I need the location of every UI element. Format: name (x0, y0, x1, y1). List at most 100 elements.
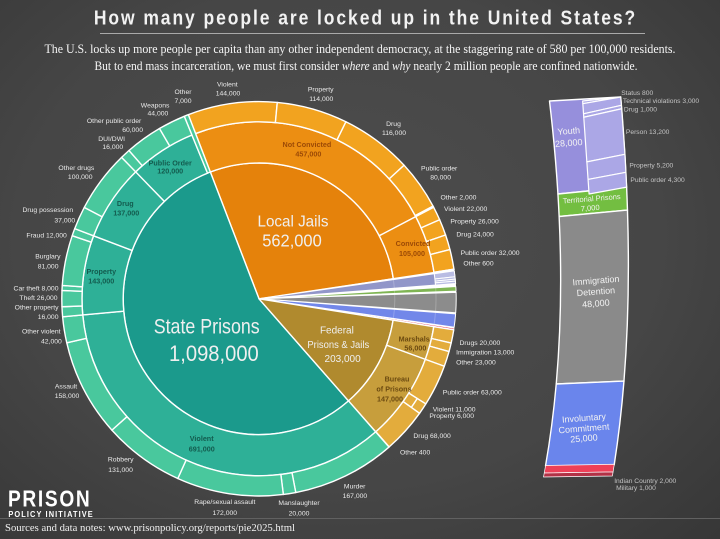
svg-text:Federal: Federal (320, 326, 354, 337)
svg-text:Status 800: Status 800 (621, 90, 653, 97)
svg-text:Violent 11,000: Violent 11,000 (433, 406, 476, 413)
svg-text:Detention: Detention (576, 285, 615, 298)
svg-text:Other violent: Other violent (22, 329, 61, 336)
svg-text:Convicted: Convicted (396, 239, 431, 248)
svg-text:Rape/sexual assault: Rape/sexual assault (194, 499, 255, 506)
svg-text:Fraud 12,000: Fraud 12,000 (26, 233, 67, 240)
svg-text:Violent 22,000: Violent 22,000 (444, 206, 488, 213)
svg-text:POLICY INITIATIVE: POLICY INITIATIVE (8, 510, 94, 519)
svg-text:167,000: 167,000 (343, 493, 368, 500)
svg-text:of Prisons: of Prisons (376, 384, 411, 393)
svg-text:20,000: 20,000 (289, 510, 310, 517)
svg-text:Sources and data notes: www.pr: Sources and data notes: www.prisonpolicy… (5, 523, 295, 534)
svg-text:Car theft 8,000: Car theft 8,000 (14, 286, 59, 293)
svg-text:Property 26,000: Property 26,000 (450, 218, 499, 225)
svg-text:Public Order: Public Order (149, 159, 192, 168)
svg-text:Public order 4,300: Public order 4,300 (630, 177, 685, 184)
svg-text:42,000: 42,000 (41, 339, 62, 346)
svg-text:Military 1,000: Military 1,000 (616, 485, 656, 492)
svg-text:Drug 24,000: Drug 24,000 (456, 231, 494, 238)
svg-text:Public order 32,000: Public order 32,000 (461, 250, 520, 257)
svg-text:Other 600: Other 600 (463, 261, 493, 268)
svg-text:147,000: 147,000 (377, 394, 403, 403)
svg-text:Theft 26,000: Theft 26,000 (19, 295, 57, 302)
svg-text:16,000: 16,000 (38, 314, 59, 321)
svg-text:DUI/DWI: DUI/DWI (98, 136, 125, 143)
svg-text:Property 6,000: Property 6,000 (429, 413, 474, 420)
svg-text:Bureau: Bureau (385, 375, 410, 384)
svg-text:Drug: Drug (386, 121, 401, 128)
svg-text:Assault: Assault (55, 384, 77, 391)
svg-text:Other: Other (175, 89, 193, 96)
svg-text:Robbery: Robbery (108, 456, 134, 463)
svg-text:Involuntary: Involuntary (562, 411, 607, 424)
svg-text:Not Convicted: Not Convicted (283, 140, 332, 149)
svg-text:How many people are locked up: How many people are locked up in the Uni… (94, 6, 637, 28)
svg-text:Drug possession: Drug possession (22, 207, 73, 214)
svg-text:120,000: 120,000 (157, 166, 183, 175)
svg-text:Burglary: Burglary (35, 253, 61, 260)
svg-text:81,000: 81,000 (38, 263, 59, 270)
svg-text:Immigration 13,000: Immigration 13,000 (456, 350, 514, 357)
svg-text:114,000: 114,000 (309, 96, 333, 103)
svg-text:Other 2,000: Other 2,000 (441, 194, 477, 201)
svg-text:137,000: 137,000 (113, 208, 139, 217)
svg-text:Property 5,200: Property 5,200 (629, 163, 673, 170)
svg-text:Commitment: Commitment (558, 421, 610, 435)
svg-text:PRISON: PRISON (8, 487, 91, 512)
svg-text:Drugs 20,000: Drugs 20,000 (460, 340, 501, 347)
svg-text:16,000: 16,000 (102, 144, 123, 151)
svg-text:Other 23,000: Other 23,000 (456, 360, 496, 367)
svg-text:105,000: 105,000 (399, 249, 425, 258)
svg-text:Violent: Violent (190, 434, 214, 443)
svg-text:143,000: 143,000 (88, 277, 114, 286)
svg-text:100,000: 100,000 (68, 174, 93, 181)
svg-text:The U.S. locks up more people: The U.S. locks up more people per capita… (45, 42, 676, 56)
svg-text:158,000: 158,000 (55, 393, 80, 400)
svg-text:60,000: 60,000 (122, 127, 143, 134)
svg-text:Violent: Violent (217, 82, 238, 89)
svg-text:172,000: 172,000 (213, 510, 238, 517)
svg-text:691,000: 691,000 (189, 445, 215, 454)
svg-text:Other property: Other property (15, 304, 59, 311)
svg-text:Public order 63,000: Public order 63,000 (443, 390, 502, 397)
svg-text:1,098,000: 1,098,000 (169, 341, 259, 366)
svg-text:56,000: 56,000 (404, 344, 426, 353)
svg-text:Indian Country 2,000: Indian Country 2,000 (614, 478, 676, 485)
svg-text:131,000: 131,000 (108, 467, 133, 474)
svg-text:Prisons & Jails: Prisons & Jails (307, 340, 369, 351)
svg-text:Murder: Murder (344, 484, 366, 491)
svg-text:25,000: 25,000 (570, 432, 598, 444)
svg-text:Marshals: Marshals (399, 335, 430, 344)
svg-text:Property: Property (87, 267, 117, 276)
svg-text:State Prisons: State Prisons (154, 316, 260, 339)
svg-text:37,000: 37,000 (54, 218, 75, 225)
svg-text:Technical violations 3,000: Technical violations 3,000 (623, 98, 699, 105)
svg-text:Manslaughter: Manslaughter (278, 500, 320, 507)
svg-text:7,000: 7,000 (580, 203, 599, 213)
svg-text:457,000: 457,000 (295, 150, 321, 159)
svg-text:Drug 68,000: Drug 68,000 (413, 433, 451, 440)
svg-text:Person 13,200: Person 13,200 (626, 129, 670, 136)
svg-text:Public order: Public order (421, 166, 458, 173)
svg-text:44,000: 44,000 (148, 111, 169, 118)
svg-text:Drug 1,000: Drug 1,000 (624, 107, 657, 114)
svg-text:Immigration: Immigration (572, 274, 620, 288)
svg-text:203,000: 203,000 (325, 354, 362, 365)
svg-text:Property: Property (308, 87, 334, 94)
svg-text:7,000: 7,000 (174, 98, 191, 105)
svg-text:80,000: 80,000 (430, 174, 451, 181)
svg-text:Other drugs: Other drugs (58, 165, 94, 172)
svg-text:Other 400: Other 400 (400, 450, 430, 457)
svg-text:Local Jails: Local Jails (258, 214, 329, 231)
svg-text:144,000: 144,000 (216, 91, 241, 98)
svg-text:116,000: 116,000 (382, 130, 406, 137)
svg-text:28,000: 28,000 (555, 137, 583, 149)
svg-text:Drug: Drug (117, 199, 134, 208)
svg-text:Weapons: Weapons (141, 102, 170, 109)
svg-text:But to end mass incarceration,: But to end mass incarceration, we must f… (95, 59, 638, 73)
svg-text:48,000: 48,000 (582, 298, 610, 310)
svg-text:Youth: Youth (557, 125, 580, 137)
svg-text:562,000: 562,000 (262, 231, 322, 251)
svg-text:Other public order: Other public order (87, 118, 142, 125)
